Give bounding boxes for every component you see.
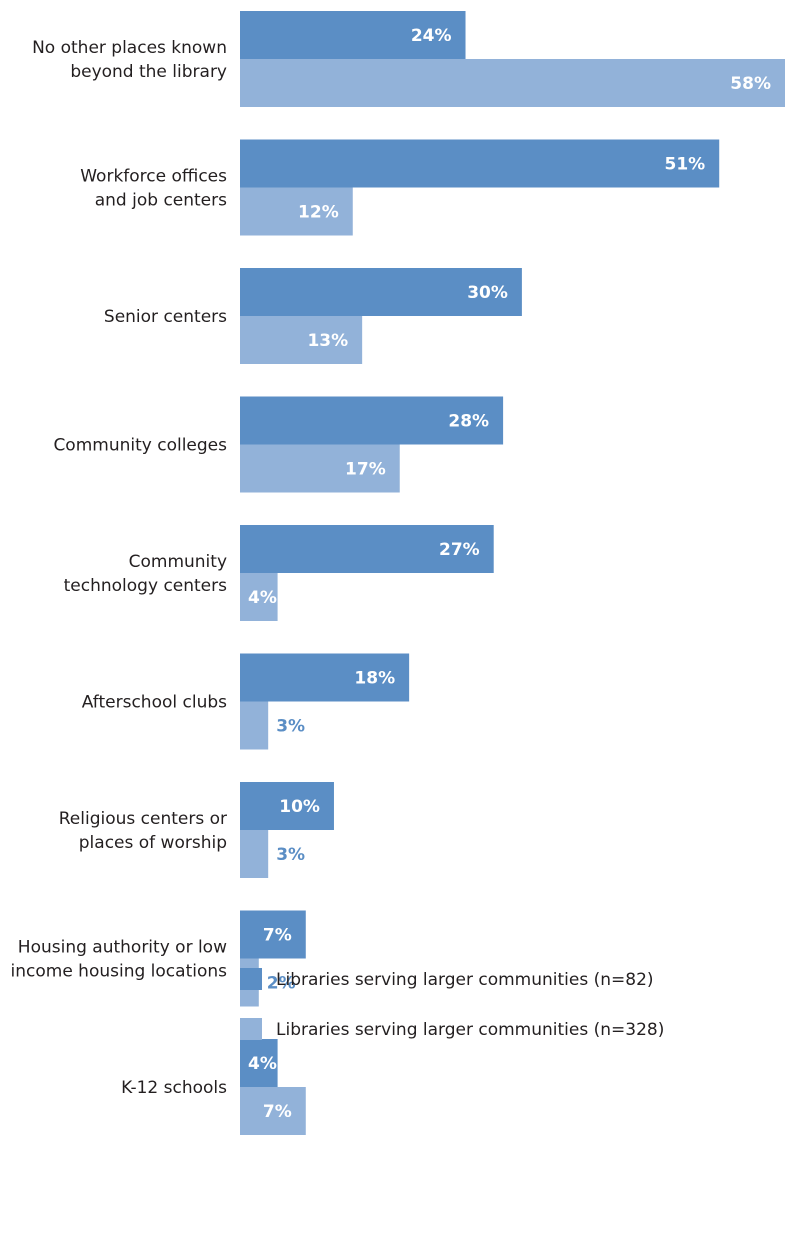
legend: Libraries serving larger communities (n=… (240, 968, 664, 1040)
bar-series-1 (240, 396, 504, 445)
bar-series-2 (240, 830, 269, 878)
value-label: 3% (276, 845, 305, 865)
bar-series-2 (240, 573, 278, 621)
bar-series-1 (240, 653, 410, 702)
value-label: 4% (248, 588, 277, 608)
category-label: Religious centers or places of worship (59, 809, 227, 853)
value-label: 4% (248, 1054, 277, 1074)
legend-label-series-2: Libraries serving larger communities (n=… (276, 1020, 664, 1040)
value-label: 28% (448, 412, 489, 432)
legend-swatch-series-1 (240, 968, 262, 990)
category-label: No other places known beyond the library (32, 38, 227, 82)
value-label: 12% (298, 203, 339, 223)
bar-series-1 (240, 525, 494, 573)
legend-swatch-series-2 (240, 1018, 262, 1040)
value-label: 13% (307, 331, 348, 351)
value-labels: 24% 58% 51% 12% 30% 13% 28% 17% 27% 4% 18% 3% 10% 3% 7… (248, 26, 771, 1122)
value-label: 2% (267, 974, 296, 994)
bar-series-1 (240, 1039, 278, 1087)
value-label: 3% (276, 717, 305, 737)
category-label: Workforce offices and job centers (80, 167, 227, 211)
bars (240, 11, 785, 1135)
value-label: 17% (345, 460, 386, 480)
category-label: Afterschool clubs (82, 693, 227, 713)
value-label: 30% (467, 283, 508, 303)
bar-series-1 (240, 139, 720, 188)
value-label: 7% (263, 926, 292, 946)
bar-series-1 (240, 11, 466, 59)
category-label: Community technology centers (64, 552, 227, 596)
bar-series-2 (240, 1087, 306, 1135)
value-label: 10% (279, 797, 320, 817)
category-labels: No other places known beyond the library W… (11, 38, 228, 1098)
bar-series-2 (240, 187, 353, 236)
category-label: Housing authority or low income housing l… (11, 938, 228, 982)
bar-series-2 (240, 701, 269, 750)
value-label: 18% (354, 669, 395, 689)
category-label: Community colleges (53, 436, 227, 456)
value-label: 51% (665, 155, 706, 175)
bar-series-2 (240, 316, 363, 364)
value-label: 24% (411, 26, 452, 46)
bar-series-1 (240, 782, 334, 830)
category-label: K-12 schools (121, 1078, 227, 1098)
value-label: 27% (439, 540, 480, 560)
category-label: Senior centers (104, 307, 227, 327)
bar-series-2 (240, 59, 785, 107)
bar-series-1 (240, 910, 306, 959)
legend-label-series-1: Libraries serving larger communities (n=… (276, 970, 654, 990)
value-label: 7% (263, 1102, 292, 1122)
bar-series-1 (240, 268, 522, 316)
value-label: 58% (730, 74, 771, 94)
bar-series-2 (240, 444, 400, 493)
